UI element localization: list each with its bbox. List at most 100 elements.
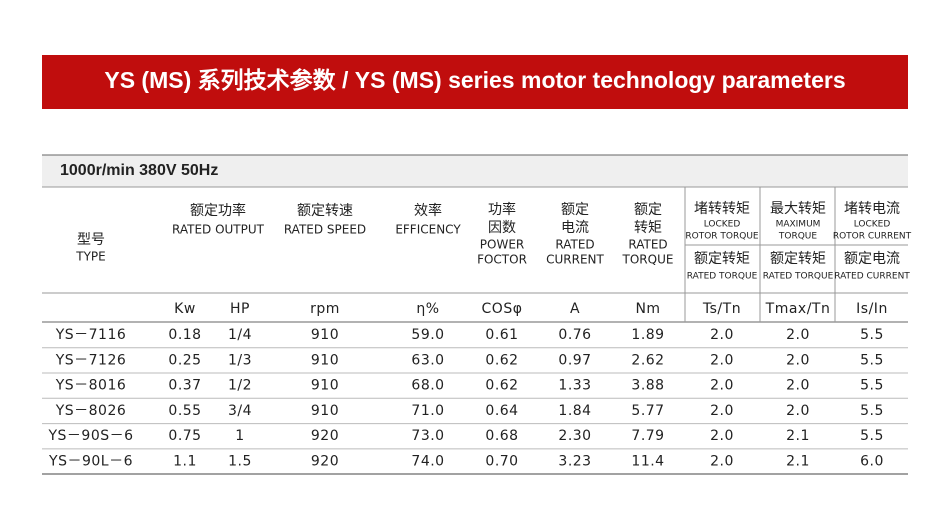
header-zh: 功率 — [488, 201, 516, 218]
cell: 1.5 — [228, 454, 252, 470]
header-en: RATED — [628, 238, 667, 252]
header-en: RATED CURRENT — [834, 272, 910, 282]
cell: 920 — [311, 428, 339, 444]
header-en: LOCKED — [704, 220, 741, 230]
cell: 1/4 — [228, 327, 252, 343]
unit: HP — [230, 301, 250, 317]
cell: 0.70 — [485, 454, 518, 470]
header-en: FOCTOR — [477, 253, 527, 267]
cell: 910 — [311, 378, 339, 394]
cell: 5.77 — [631, 403, 664, 419]
cell: 0.18 — [168, 327, 201, 343]
cell: 5.5 — [860, 428, 884, 444]
cell: 0.61 — [485, 327, 518, 343]
header-en: ROTOR CURRENT — [833, 232, 912, 242]
cell: 2.0 — [786, 352, 810, 368]
cell: 3/4 — [228, 403, 252, 419]
cell: 5.5 — [860, 327, 884, 343]
header-en: RATED SPEED — [284, 223, 366, 237]
cell: 1.1 — [173, 454, 197, 470]
header-en: TYPE — [75, 250, 105, 264]
cell: 59.0 — [411, 327, 444, 343]
header-zh: 额定转矩 — [694, 251, 750, 267]
header-zh: 因数 — [488, 220, 516, 236]
cell: 0.68 — [485, 428, 518, 444]
page-title: YS (MS) 系列技术参数 / YS (MS) series motor te… — [104, 67, 845, 93]
cell: 910 — [311, 327, 339, 343]
cell: 2.0 — [786, 327, 810, 343]
cell: 1 — [235, 428, 244, 444]
cell: 3.88 — [631, 378, 664, 394]
cell: YS－90S－6 — [47, 428, 133, 444]
unit: Is/In — [856, 301, 888, 317]
header-zh: 转矩 — [634, 220, 662, 236]
unit: Kw — [174, 301, 196, 317]
cell: 2.1 — [786, 454, 810, 470]
cell: 0.76 — [558, 327, 591, 343]
condition-bar — [42, 155, 908, 187]
cell: 11.4 — [631, 454, 664, 470]
header-en: MAXIMUM — [776, 220, 821, 230]
cell: 920 — [311, 454, 339, 470]
header-zh: 额定 — [634, 202, 662, 218]
cell: 73.0 — [411, 428, 444, 444]
header-zh: 最大转矩 — [770, 201, 826, 217]
header-en: EFFICENCY — [395, 223, 461, 237]
header-zh: 电流 — [561, 220, 589, 236]
cell: 1.89 — [631, 327, 664, 343]
header-zh: 额定转矩 — [770, 251, 826, 267]
cell: 2.0 — [786, 378, 810, 394]
header-en: ROTOR TORQUE — [685, 232, 759, 242]
cell: 2.0 — [710, 378, 734, 394]
unit: A — [570, 301, 580, 317]
title-banner — [42, 55, 908, 109]
cell: 2.0 — [710, 327, 734, 343]
header-en: RATED — [555, 238, 594, 252]
cell: 68.0 — [411, 378, 444, 394]
header-en: TORQUE — [622, 253, 674, 267]
cell: 71.0 — [411, 403, 444, 419]
cell: 5.5 — [860, 378, 884, 394]
header-en: RATED OUTPUT — [172, 223, 265, 237]
header-zh: 额定功率 — [190, 202, 246, 219]
cell: 910 — [311, 352, 339, 368]
cell: 0.37 — [168, 378, 201, 394]
cell: 6.0 — [860, 454, 884, 470]
cell: 1/3 — [228, 352, 252, 368]
cell: 0.75 — [168, 428, 201, 444]
header-en: RATED TORQUE — [763, 272, 834, 282]
cell: 1.33 — [558, 378, 591, 394]
cell: 2.1 — [786, 428, 810, 444]
condition: 1000r/min 380V 50Hz — [60, 162, 218, 179]
header-en: RATED TORQUE — [687, 272, 758, 282]
header-en: LOCKED — [854, 220, 891, 230]
cell: YS－8016 — [55, 378, 127, 394]
header-en: CURRENT — [546, 253, 604, 267]
header-zh: 型号 — [77, 232, 105, 248]
cell: 7.79 — [631, 428, 664, 444]
cell: 2.62 — [631, 352, 664, 368]
unit: Ts/Tn — [702, 301, 741, 317]
header-zh: 额定电流 — [844, 251, 900, 267]
header-zh: 堵转电流 — [844, 201, 900, 217]
cell: 2.0 — [710, 352, 734, 368]
header-zh: 额定转速 — [297, 203, 353, 219]
cell: 3.23 — [558, 454, 591, 470]
cell: YS－7126 — [55, 352, 127, 368]
unit: η% — [416, 301, 439, 317]
cell: 1/2 — [228, 378, 252, 394]
unit: Nm — [635, 301, 660, 317]
unit: Tmax/Tn — [765, 301, 831, 317]
cell: 0.97 — [558, 352, 591, 368]
cell: 0.62 — [485, 352, 518, 368]
cell: 2.0 — [710, 403, 734, 419]
cell: YS－7116 — [55, 327, 127, 343]
cell: 0.25 — [168, 352, 201, 368]
header-en: POWER — [480, 238, 524, 252]
cell: 5.5 — [860, 403, 884, 419]
header-zh: 效率 — [414, 202, 442, 219]
unit: rpm — [310, 301, 340, 317]
cell: 2.0 — [710, 428, 734, 444]
cell: YS－8026 — [55, 403, 127, 419]
